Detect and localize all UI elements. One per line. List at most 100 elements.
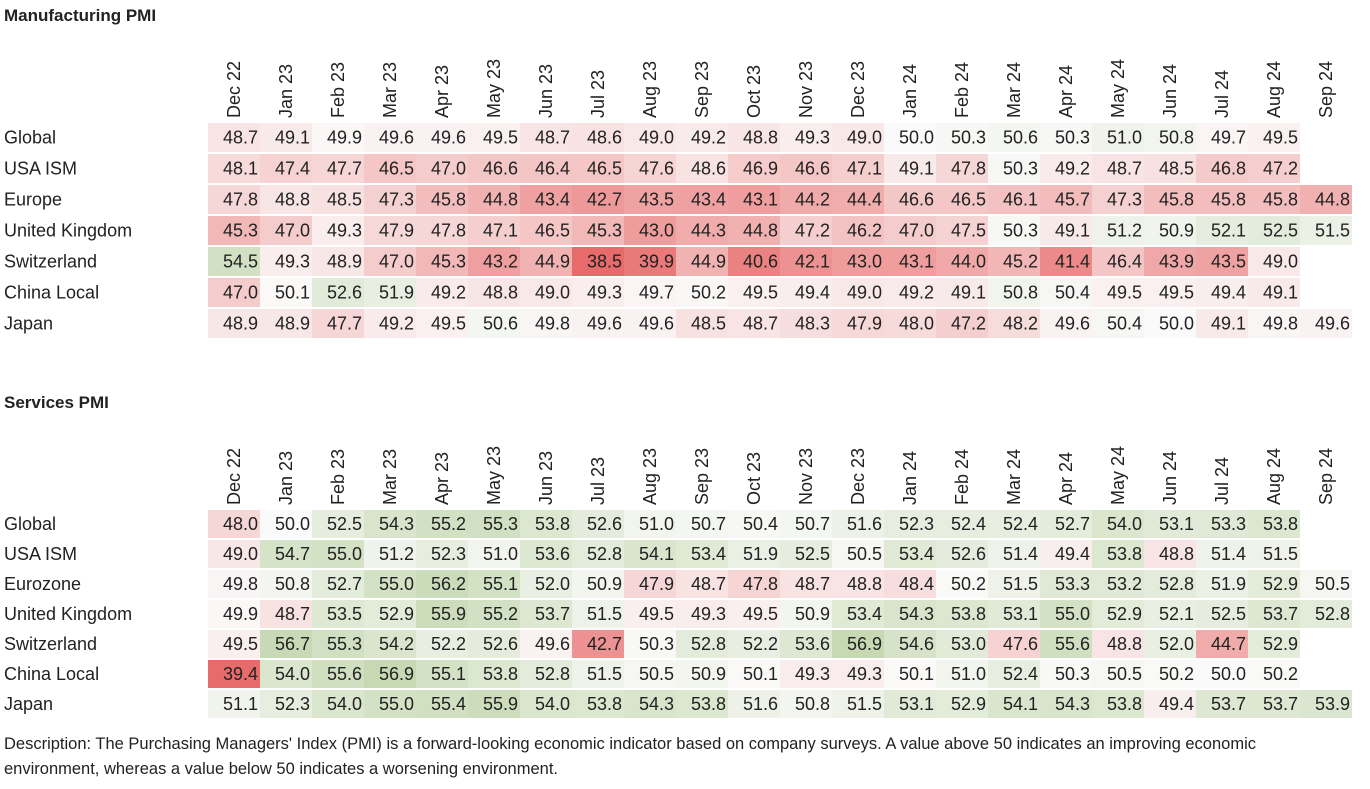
svc-cell-value: 49.3 bbox=[691, 604, 726, 624]
mfg-cell bbox=[728, 309, 780, 338]
mfg-cell-value: 47.2 bbox=[951, 314, 986, 334]
svc-cell-value: 55.3 bbox=[327, 634, 362, 654]
svc-cell bbox=[1092, 630, 1144, 658]
svc-cell bbox=[1092, 600, 1144, 628]
svc-cell bbox=[624, 630, 676, 658]
mfg-cell bbox=[936, 123, 988, 152]
svc-cell bbox=[988, 510, 1040, 538]
svc-cell bbox=[1092, 570, 1144, 598]
svc-cell bbox=[780, 570, 832, 598]
svc-month-label: Jun 23 bbox=[536, 451, 556, 505]
mfg-cell bbox=[1144, 123, 1196, 152]
mfg-cell bbox=[312, 216, 364, 245]
mfg-cell bbox=[520, 309, 572, 338]
svc-cell bbox=[988, 540, 1040, 568]
mfg-cell-value: 49.2 bbox=[1055, 159, 1090, 179]
mfg-cell bbox=[884, 123, 936, 152]
mfg-cell-value: 48.7 bbox=[535, 128, 570, 148]
mfg-cell-value: 48.8 bbox=[275, 190, 310, 210]
svc-cell bbox=[936, 510, 988, 538]
mfg-cell-value: 49.1 bbox=[1055, 221, 1090, 241]
svc-cell-value: 55.6 bbox=[1055, 634, 1090, 654]
mfg-cell bbox=[1248, 247, 1300, 276]
mfg-cell-value: 49.3 bbox=[275, 252, 310, 272]
svc-cell-value: 48.7 bbox=[795, 574, 830, 594]
svc-cell bbox=[260, 540, 312, 568]
svc-cell-value: 49.8 bbox=[223, 574, 258, 594]
mfg-cell bbox=[676, 123, 728, 152]
svc-cell bbox=[1196, 600, 1248, 628]
svc-cell-value: 51.1 bbox=[223, 694, 258, 714]
mfg-cell-value: 43.0 bbox=[847, 252, 882, 272]
mfg-cell-value: 43.0 bbox=[639, 221, 674, 241]
svc-cell-value: 52.5 bbox=[795, 544, 830, 564]
svc-cell bbox=[676, 570, 728, 598]
svc-cell bbox=[884, 630, 936, 658]
svc-cell bbox=[1144, 540, 1196, 568]
svc-cell-value: 50.5 bbox=[847, 544, 882, 564]
mfg-cell-value: 48.6 bbox=[587, 128, 622, 148]
svc-cell bbox=[1144, 690, 1196, 718]
mfg-cell-value: 47.1 bbox=[847, 159, 882, 179]
svc-cell-value: 49.9 bbox=[223, 604, 258, 624]
mfg-cell-value: 50.3 bbox=[1003, 221, 1038, 241]
mfg-cell-value: 50.4 bbox=[1055, 283, 1090, 303]
svc-cell bbox=[832, 660, 884, 688]
svc-cell bbox=[208, 570, 260, 598]
svc-cell bbox=[676, 690, 728, 718]
svc-month-label: Jun 24 bbox=[1160, 451, 1180, 505]
svc-cell bbox=[364, 690, 416, 718]
svc-cell bbox=[832, 630, 884, 658]
mfg-cell bbox=[1248, 309, 1300, 338]
mfg-cell bbox=[676, 309, 728, 338]
mfg-row-label: China Local bbox=[4, 283, 99, 303]
svc-cell bbox=[364, 570, 416, 598]
svc-cell-value: 52.8 bbox=[1159, 574, 1194, 594]
svc-cell bbox=[364, 630, 416, 658]
svc-cell bbox=[1092, 540, 1144, 568]
mfg-cell-value: 48.5 bbox=[1159, 159, 1194, 179]
svc-cell-value: 53.8 bbox=[691, 694, 726, 714]
svc-cell-value: 52.3 bbox=[275, 694, 310, 714]
svc-month-label: Mar 24 bbox=[1004, 449, 1024, 505]
svc-cell-value: 50.5 bbox=[639, 664, 674, 684]
mfg-cell-value: 49.1 bbox=[1263, 283, 1298, 303]
mfg-cell-value: 42.7 bbox=[587, 190, 622, 210]
svc-cell bbox=[312, 690, 364, 718]
svc-cell bbox=[208, 660, 260, 688]
mfg-cell bbox=[780, 247, 832, 276]
svc-cell bbox=[208, 600, 260, 628]
mfg-cell-value: 50.0 bbox=[899, 128, 934, 148]
mfg-month-label: May 23 bbox=[484, 59, 504, 118]
svc-cell-value: 55.9 bbox=[431, 604, 466, 624]
mfg-cell bbox=[676, 154, 728, 183]
mfg-cell-value: 44.4 bbox=[847, 190, 882, 210]
svc-cell bbox=[832, 510, 884, 538]
mfg-month-label: Sep 24 bbox=[1316, 61, 1336, 118]
svc-cell-value: 54.1 bbox=[1003, 694, 1038, 714]
svc-cell-value: 54.3 bbox=[1055, 694, 1090, 714]
mfg-month-label: Jul 24 bbox=[1212, 70, 1232, 118]
mfg-cell bbox=[416, 278, 468, 307]
svc-cell-value: 55.1 bbox=[431, 664, 466, 684]
mfg-cell bbox=[1040, 216, 1092, 245]
svc-cell-value: 56.7 bbox=[275, 634, 310, 654]
svc-cell bbox=[884, 660, 936, 688]
svc-cell-value: 55.0 bbox=[327, 544, 362, 564]
svc-cell-value: 53.0 bbox=[951, 634, 986, 654]
mfg-cell-value: 44.8 bbox=[483, 190, 518, 210]
mfg-cell bbox=[1300, 185, 1352, 214]
mfg-cell bbox=[1040, 185, 1092, 214]
mfg-cell-value: 47.0 bbox=[223, 283, 258, 303]
mfg-cell-value: 44.3 bbox=[691, 221, 726, 241]
svc-cell bbox=[364, 660, 416, 688]
svc-cell-value: 52.7 bbox=[1055, 514, 1090, 534]
svc-cell-value: 49.5 bbox=[743, 604, 778, 624]
svc-cell bbox=[780, 540, 832, 568]
svc-cell bbox=[416, 510, 468, 538]
svc-cell-value: 54.0 bbox=[327, 694, 362, 714]
mfg-cell-value: 48.0 bbox=[899, 314, 934, 334]
svc-cell-value: 49.5 bbox=[223, 634, 258, 654]
svc-cell-value: 51.4 bbox=[1003, 544, 1038, 564]
svc-cell bbox=[780, 630, 832, 658]
